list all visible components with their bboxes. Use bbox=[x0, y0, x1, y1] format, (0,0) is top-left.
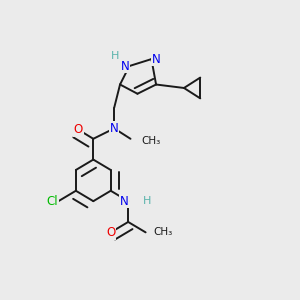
Text: Cl: Cl bbox=[47, 195, 58, 208]
Text: CH₃: CH₃ bbox=[141, 136, 160, 146]
Text: N: N bbox=[119, 195, 128, 208]
Text: O: O bbox=[74, 123, 83, 136]
Text: H: H bbox=[143, 196, 152, 206]
Text: O: O bbox=[106, 226, 116, 239]
Text: H: H bbox=[111, 51, 120, 61]
Text: N: N bbox=[121, 59, 129, 73]
Text: N: N bbox=[110, 122, 118, 135]
Text: N: N bbox=[152, 52, 160, 66]
Text: CH₃: CH₃ bbox=[154, 227, 173, 237]
